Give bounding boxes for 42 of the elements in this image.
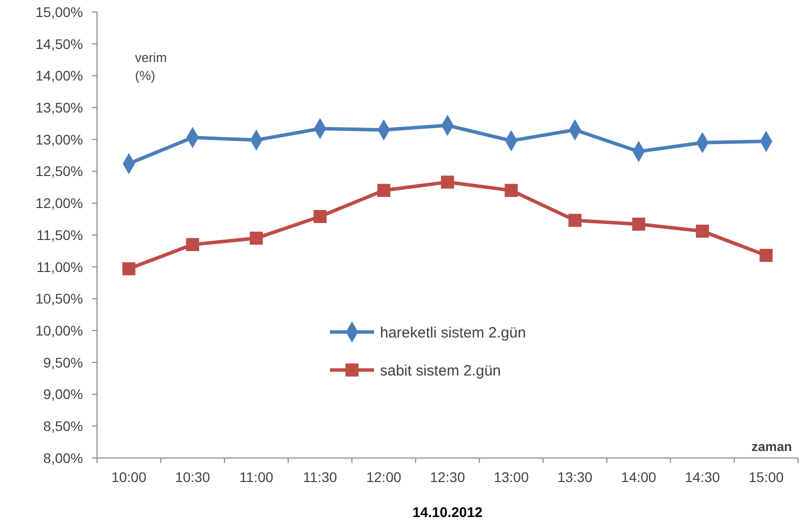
legend-label: hareketli sistem 2.gün (380, 324, 526, 342)
y-tick-label: 13,50% (36, 99, 83, 116)
legend-label: sabit sistem 2.gün (380, 362, 501, 380)
point (377, 184, 390, 197)
point (314, 210, 327, 224)
x-tick-label: 10:00 (111, 469, 147, 485)
x-tick-label: 13:30 (557, 469, 593, 485)
point (122, 262, 136, 276)
x-tick-label: 14:30 (684, 469, 720, 485)
x-tick-label: 11:30 (303, 469, 338, 485)
y-tick-label: 10,50% (36, 290, 83, 307)
x-tick-label: 12:00 (366, 469, 402, 485)
y-tick-label: 11,50% (36, 226, 83, 243)
x-tick-label: 10:30 (175, 469, 210, 485)
y-axis-title: verim (%) (135, 50, 167, 83)
x-tick-label: 15:00 (748, 469, 784, 485)
y-tick-label: 15,00% (36, 4, 83, 20)
x-tick-label: 13:00 (494, 469, 529, 485)
y-tick-label: 14,50% (36, 36, 83, 52)
point (632, 218, 646, 231)
x-axis-title: zaman (752, 439, 792, 454)
y-tick-label: 10,00% (36, 322, 83, 338)
y-tick-label: 8,00% (43, 450, 83, 466)
point (186, 238, 200, 252)
point (760, 248, 773, 262)
point (250, 232, 263, 245)
x-tick-label: 11:00 (239, 469, 274, 485)
point (696, 224, 709, 238)
y-tick-label: 9,00% (43, 386, 83, 402)
point (440, 176, 454, 189)
y-tick-label: 12,00% (36, 195, 83, 212)
y-tick-label: 13,00% (36, 131, 83, 148)
y-tick-label: 12,50% (36, 163, 83, 180)
y-tick-label: 9,50% (43, 354, 83, 370)
x-tick-label: 12:30 (430, 469, 466, 485)
text: 14.10.2012 (412, 504, 483, 520)
y-tick-label: 14,00% (36, 68, 83, 84)
y-tick-label: 11,00% (36, 258, 83, 275)
point (568, 214, 582, 227)
point (504, 184, 518, 197)
y-tick-label: 8,50% (43, 418, 83, 434)
x-tick-label: 14:00 (621, 469, 656, 485)
